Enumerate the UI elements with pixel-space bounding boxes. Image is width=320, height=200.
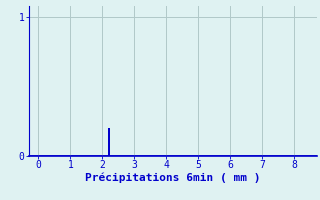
X-axis label: Précipitations 6min ( mm ): Précipitations 6min ( mm ): [85, 173, 260, 183]
Bar: [108, 128, 110, 156]
